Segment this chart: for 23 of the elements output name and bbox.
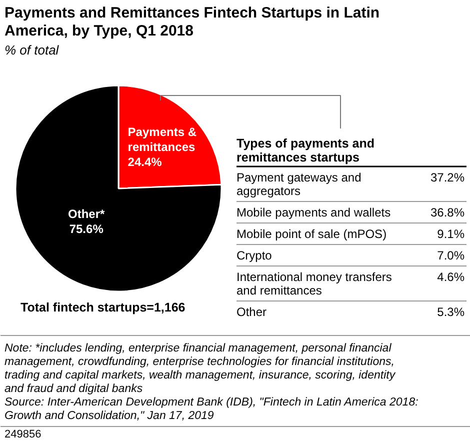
text: 36.8% bbox=[430, 206, 465, 220]
text: 7.0% bbox=[437, 248, 465, 262]
source-note: Source: Inter-American Development Bank (IDB), "Fintech in Latin America 2018: Growth and Consolidation," Jan 17, 2019 bbox=[4, 396, 418, 422]
text: 9.1% bbox=[437, 227, 465, 241]
text: 249856 bbox=[4, 428, 42, 440]
category-label: Payment gateways and aggregators bbox=[236, 170, 362, 198]
text: Note: *includes lending, enterprise financial management, personal financial management, crowdfunding, enterprise technologies for financial institutions, trading and capital markets, wealth management, insurance, scoring, identity and fraud and digital banks bbox=[4, 342, 396, 395]
category-label: Other bbox=[236, 305, 267, 319]
text: Types of payments and remittances startups bbox=[236, 136, 374, 164]
category-label: Crypto bbox=[236, 248, 272, 262]
data-label: 75.6% bbox=[69, 222, 104, 236]
text: 5.3% bbox=[437, 305, 465, 319]
category-label: International money transfers and remittances bbox=[236, 270, 392, 298]
category-label: Mobile payments and wallets bbox=[236, 206, 391, 220]
text: Total fintech startups=1,166 bbox=[20, 300, 186, 314]
text: 37.2% bbox=[430, 170, 465, 184]
text: 4.6% bbox=[437, 270, 465, 284]
slice-label: Other* bbox=[68, 206, 106, 221]
chart-title: Payments and Remittances Fintech Startups in Latin America, by Type, Q1 2018 bbox=[4, 4, 380, 40]
data-label: 24.4% bbox=[128, 155, 162, 170]
chart-subtitle: % of total bbox=[4, 42, 60, 58]
category-label: Mobile point of sale (mPOS) bbox=[236, 227, 387, 241]
slice-label: Payments & remittances bbox=[128, 125, 197, 154]
